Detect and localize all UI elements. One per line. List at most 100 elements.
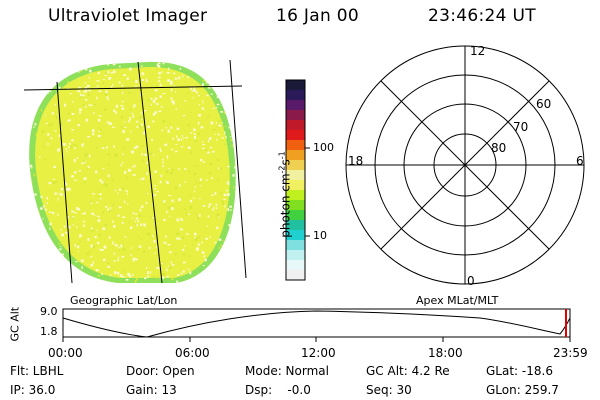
speckle xyxy=(202,80,206,82)
speckle xyxy=(105,205,108,208)
geo-longitude-line-center xyxy=(137,61,163,284)
speckle xyxy=(165,235,167,238)
speckle xyxy=(146,161,149,164)
speckle xyxy=(181,218,183,221)
speckle xyxy=(156,276,160,279)
speckle xyxy=(48,211,52,213)
speckle xyxy=(199,198,201,200)
speckle xyxy=(228,127,231,129)
speckle xyxy=(150,103,152,106)
speckle xyxy=(101,181,104,184)
speckle xyxy=(86,167,88,170)
speckle xyxy=(107,153,111,156)
speckle xyxy=(73,159,76,163)
speckle xyxy=(219,192,223,195)
speckle xyxy=(141,159,144,163)
speckle xyxy=(79,95,83,98)
speckle xyxy=(141,65,143,67)
speckle xyxy=(51,112,54,115)
polar-ring-label-80: 80 xyxy=(491,141,507,155)
speckle xyxy=(76,157,79,160)
speckle xyxy=(102,227,106,231)
speckle xyxy=(210,147,212,149)
speckle xyxy=(98,130,100,132)
speckle xyxy=(89,104,93,107)
speckle xyxy=(228,224,231,227)
speckle xyxy=(139,116,142,120)
speckle xyxy=(170,126,173,129)
speckle xyxy=(129,67,132,71)
speckle xyxy=(156,245,158,249)
colorbar-segment xyxy=(286,170,305,181)
speckle xyxy=(182,270,185,273)
speckle xyxy=(190,87,192,90)
speckle xyxy=(89,69,92,73)
speckle xyxy=(68,225,71,229)
colorbar-segment xyxy=(286,190,305,201)
speckle xyxy=(152,100,156,103)
speckle xyxy=(121,84,124,87)
speckle xyxy=(216,226,219,230)
polar-ring-label-70: 70 xyxy=(513,120,529,134)
speckle xyxy=(217,179,219,182)
speckle xyxy=(147,271,150,275)
speckle xyxy=(88,104,91,106)
speckle xyxy=(207,151,210,154)
speckle xyxy=(226,196,228,198)
speckle xyxy=(88,154,91,158)
speckle xyxy=(130,254,132,257)
speckle xyxy=(224,125,227,127)
speckle xyxy=(67,120,70,122)
speckle xyxy=(143,250,146,253)
filter-status: Flt: LBHL xyxy=(10,364,64,378)
speckle xyxy=(202,205,206,207)
speckle xyxy=(150,271,152,274)
speckle xyxy=(94,214,96,217)
speckle xyxy=(155,67,158,70)
speckle xyxy=(217,133,220,136)
speckle xyxy=(193,89,196,92)
speckle xyxy=(75,261,78,263)
speckle xyxy=(208,137,212,140)
speckle xyxy=(105,184,108,187)
speckle xyxy=(132,79,135,81)
speckle xyxy=(146,80,148,83)
polar-label-18: 18 xyxy=(348,154,364,168)
speckle xyxy=(218,216,220,218)
speckle xyxy=(158,150,160,152)
speckle xyxy=(84,89,88,93)
speckle xyxy=(154,170,157,173)
speckle xyxy=(204,258,207,262)
speckle xyxy=(67,119,71,122)
speckle xyxy=(162,273,166,276)
speckle xyxy=(154,188,157,190)
speckle xyxy=(87,165,90,169)
speckle xyxy=(96,80,100,82)
speckle xyxy=(201,107,205,110)
speckle xyxy=(170,80,173,84)
speckle xyxy=(98,90,102,92)
speckle xyxy=(211,194,214,196)
speckle xyxy=(153,239,156,243)
speckle xyxy=(132,212,135,215)
speckle xyxy=(78,250,80,252)
speckle xyxy=(141,205,144,208)
speckle xyxy=(112,203,114,207)
speckle xyxy=(139,126,142,130)
speckle xyxy=(193,165,197,167)
speckle xyxy=(214,133,216,135)
speckle xyxy=(182,248,185,251)
speckle xyxy=(234,190,236,193)
speckle xyxy=(174,77,178,80)
speckle xyxy=(172,102,175,105)
speckle xyxy=(96,229,98,231)
speckle xyxy=(74,171,77,174)
speckle xyxy=(96,85,99,87)
speckle xyxy=(94,103,96,106)
speckle xyxy=(144,153,147,156)
speckle xyxy=(123,147,126,149)
glon-status: GLon: 259.7 xyxy=(486,383,559,397)
speckle xyxy=(216,103,220,106)
